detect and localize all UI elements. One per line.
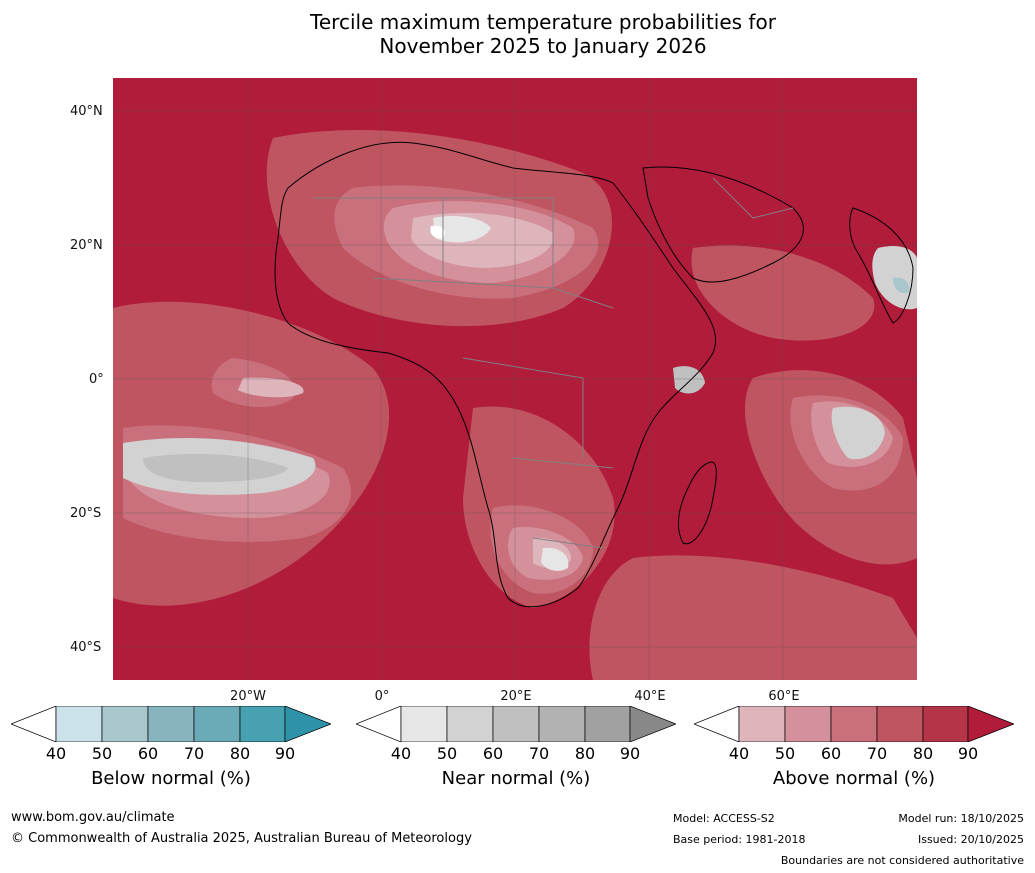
lat-label-40s: 40°S xyxy=(70,640,102,655)
issued-text: Issued: 20/10/2025 xyxy=(917,833,1024,846)
colorbar-below-svg xyxy=(10,705,332,743)
below-caption: Below normal (%) xyxy=(91,768,251,789)
probability-map xyxy=(113,78,917,680)
near-tick-40: 40 xyxy=(390,744,412,763)
near-caption: Near normal (%) xyxy=(441,768,591,789)
below-tick-70: 70 xyxy=(183,744,205,763)
below-tick-90: 90 xyxy=(274,744,296,763)
colorbar-above-normal: 40 50 60 70 80 90 Above normal (%) xyxy=(693,705,1015,789)
below-tick-40: 40 xyxy=(45,744,67,763)
lat-label-40n: 40°N xyxy=(70,104,103,119)
above-caption: Above normal (%) xyxy=(772,768,936,789)
below-tick-50: 50 xyxy=(91,744,113,763)
colorbar-above-svg xyxy=(693,705,1015,743)
africa-coastline xyxy=(274,141,717,608)
copyright-text: © Commonwealth of Australia 2025, Austra… xyxy=(11,831,472,846)
lon-label-0: 0° xyxy=(374,689,390,704)
near-normal-zones xyxy=(123,216,917,571)
above-tick-80: 80 xyxy=(912,744,934,763)
lat-label-20n: 20°N xyxy=(70,238,103,253)
lon-label-40e: 40°E xyxy=(634,689,666,704)
disclaimer-text: Boundaries are not considered authoritat… xyxy=(780,854,1024,867)
above-tick-90: 90 xyxy=(957,744,979,763)
india-coastline xyxy=(849,207,914,324)
lon-label-20e: 20°E xyxy=(500,689,532,704)
near-tick-70: 70 xyxy=(528,744,550,763)
below-tick-80: 80 xyxy=(229,744,251,763)
model-text: Model: ACCESS-S2 xyxy=(673,812,775,825)
lon-label-20w: 20°W xyxy=(230,689,266,704)
near-tick-50: 50 xyxy=(436,744,458,763)
near-tick-80: 80 xyxy=(574,744,596,763)
above-tick-40: 40 xyxy=(728,744,750,763)
madagascar-coastline xyxy=(677,461,717,545)
graticule xyxy=(113,78,917,680)
above-tick-60: 60 xyxy=(820,744,842,763)
arabia-coastline xyxy=(642,166,804,283)
title-line-1: Tercile maximum temperature probabilitie… xyxy=(310,10,776,34)
lat-label-20s: 20°S xyxy=(70,506,102,521)
chart-title: Tercile maximum temperature probabilitie… xyxy=(0,10,1035,58)
website-link[interactable]: www.bom.gov.au/climate xyxy=(11,810,175,825)
above-tick-50: 50 xyxy=(774,744,796,763)
lat-label-0: 0° xyxy=(89,372,104,387)
colorbar-near-normal: 40 50 60 70 80 90 Near normal (%) xyxy=(355,705,677,789)
above-tick-70: 70 xyxy=(866,744,888,763)
title-line-2: November 2025 to January 2026 xyxy=(379,34,707,58)
base-period-text: Base period: 1981-2018 xyxy=(673,833,806,846)
model-run-text: Model run: 18/10/2025 xyxy=(898,812,1024,825)
country-boundaries xyxy=(313,177,794,549)
below-tick-60: 60 xyxy=(137,744,159,763)
colorbar-near-svg xyxy=(355,705,677,743)
near-tick-90: 90 xyxy=(619,744,641,763)
lon-label-60e: 60°E xyxy=(768,689,800,704)
map-svg xyxy=(113,78,917,680)
near-tick-60: 60 xyxy=(482,744,504,763)
colorbar-below-normal: 40 50 60 70 80 90 Below normal (%) xyxy=(10,705,332,789)
